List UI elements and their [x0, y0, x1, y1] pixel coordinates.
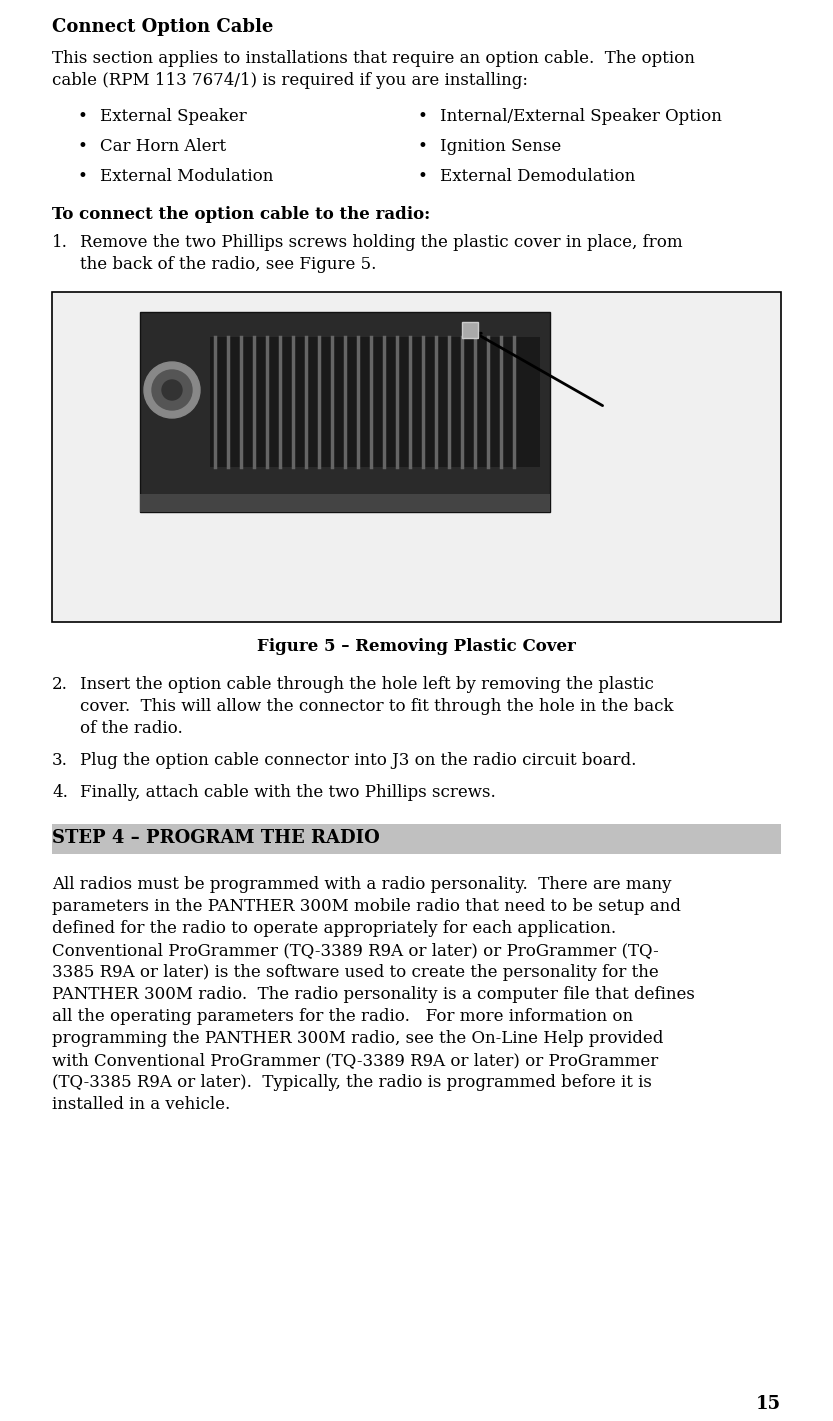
- Text: of the radio.: of the radio.: [80, 720, 182, 737]
- Text: (TQ-3385 R9A or later).  Typically, the radio is programmed before it is: (TQ-3385 R9A or later). Typically, the r…: [52, 1074, 652, 1091]
- Text: External Demodulation: External Demodulation: [440, 168, 636, 185]
- Text: 2.: 2.: [52, 676, 67, 693]
- Bar: [52, 824, 781, 854]
- Text: Ignition Sense: Ignition Sense: [440, 138, 561, 155]
- Text: Connect Option Cable: Connect Option Cable: [52, 18, 273, 36]
- Text: This section applies to installations that require an option cable.  The option: This section applies to installations th…: [52, 50, 695, 67]
- Text: Plug the option cable connector into J3 on the radio circuit board.: Plug the option cable connector into J3 …: [80, 752, 636, 769]
- Circle shape: [144, 362, 200, 418]
- Text: External Modulation: External Modulation: [100, 168, 273, 185]
- Text: Internal/External Speaker Option: Internal/External Speaker Option: [440, 108, 722, 125]
- Text: 3385 R9A or later) is the software used to create the personality for the: 3385 R9A or later) is the software used …: [52, 963, 659, 980]
- Text: programming the PANTHER 300M radio, see the On-Line Help provided: programming the PANTHER 300M radio, see …: [52, 1030, 663, 1047]
- Text: Remove the two Phillips screws holding the plastic cover in place, from: Remove the two Phillips screws holding t…: [80, 234, 682, 252]
- Text: •: •: [418, 108, 428, 125]
- Bar: [140, 313, 550, 512]
- Text: Figure 5 – Removing Plastic Cover: Figure 5 – Removing Plastic Cover: [257, 638, 576, 655]
- Text: •: •: [418, 138, 428, 155]
- Text: To connect the option cable to the radio:: To connect the option cable to the radio…: [52, 206, 431, 223]
- Text: Car Horn Alert: Car Horn Alert: [100, 138, 226, 155]
- Text: all the operating parameters for the radio.   For more information on: all the operating parameters for the rad…: [52, 1007, 633, 1025]
- Text: 1.: 1.: [52, 234, 67, 252]
- Text: with Conventional ProGrammer (TQ-3389 R9A or later) or ProGrammer: with Conventional ProGrammer (TQ-3389 R9…: [52, 1052, 658, 1069]
- Text: All radios must be programmed with a radio personality.  There are many: All radios must be programmed with a rad…: [52, 875, 671, 892]
- Bar: [210, 337, 540, 468]
- Text: Insert the option cable through the hole left by removing the plastic: Insert the option cable through the hole…: [80, 676, 654, 693]
- Text: cable (RPM 113 7674/1) is required if you are installing:: cable (RPM 113 7674/1) is required if yo…: [52, 72, 528, 90]
- Text: 4.: 4.: [52, 784, 67, 801]
- Text: STEP 4 – PROGRAM THE RADIO: STEP 4 – PROGRAM THE RADIO: [52, 828, 380, 847]
- Text: •: •: [78, 138, 87, 155]
- Text: •: •: [418, 168, 428, 185]
- Text: cover.  This will allow the connector to fit through the hole in the back: cover. This will allow the connector to …: [80, 698, 674, 715]
- Text: •: •: [78, 108, 87, 125]
- Text: 3.: 3.: [52, 752, 67, 769]
- Text: Finally, attach cable with the two Phillips screws.: Finally, attach cable with the two Phill…: [80, 784, 496, 801]
- Text: defined for the radio to operate appropriately for each application.: defined for the radio to operate appropr…: [52, 919, 616, 936]
- Text: •: •: [78, 168, 87, 185]
- Circle shape: [152, 369, 192, 411]
- Circle shape: [162, 379, 182, 399]
- Text: Conventional ProGrammer (TQ-3389 R9A or later) or ProGrammer (TQ-: Conventional ProGrammer (TQ-3389 R9A or …: [52, 942, 659, 959]
- Text: External Speaker: External Speaker: [100, 108, 247, 125]
- Bar: [140, 495, 550, 512]
- Bar: [52, 291, 781, 622]
- Text: installed in a vehicle.: installed in a vehicle.: [52, 1096, 230, 1113]
- Text: 15: 15: [756, 1395, 781, 1412]
- Text: the back of the radio, see Figure 5.: the back of the radio, see Figure 5.: [80, 256, 377, 273]
- Text: parameters in the PANTHER 300M mobile radio that need to be setup and: parameters in the PANTHER 300M mobile ra…: [52, 898, 681, 915]
- Text: PANTHER 300M radio.  The radio personality is a computer file that defines: PANTHER 300M radio. The radio personalit…: [52, 986, 695, 1003]
- Bar: [462, 323, 478, 338]
